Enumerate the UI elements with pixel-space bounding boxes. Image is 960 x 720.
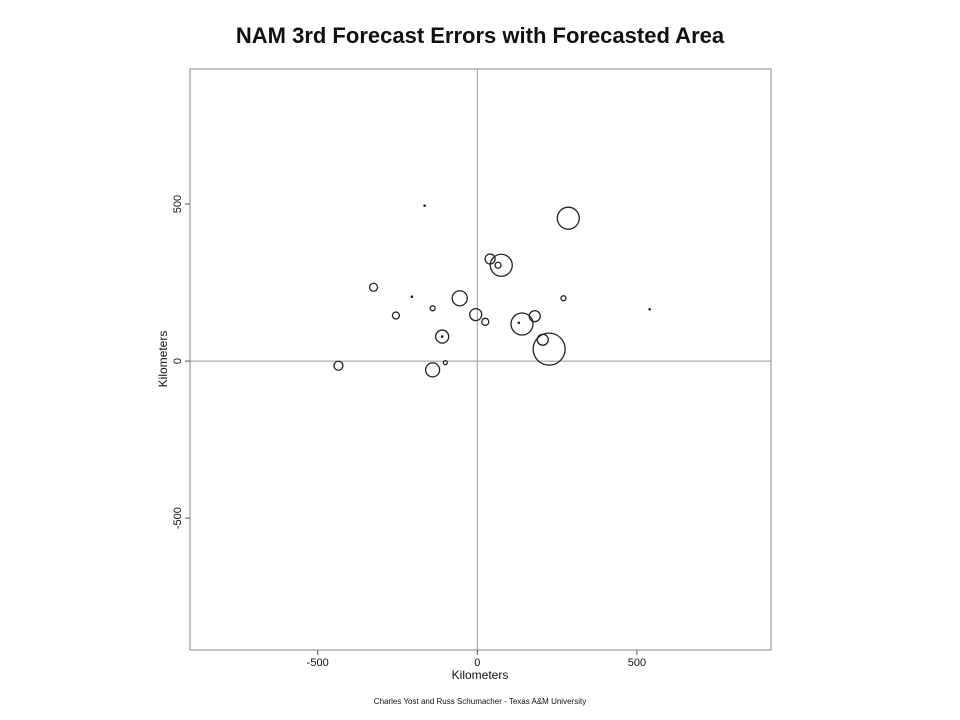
data-point xyxy=(517,321,521,325)
data-point xyxy=(536,333,549,346)
data-point xyxy=(440,335,444,338)
data-point xyxy=(391,311,401,320)
plot-frame xyxy=(189,68,772,651)
data-markers xyxy=(333,204,651,378)
data-point xyxy=(333,360,344,371)
reference-lines xyxy=(190,69,771,650)
y-tick-label: 500 xyxy=(172,195,184,213)
plot-border xyxy=(189,68,772,651)
y-axis-label: Kilometers xyxy=(156,331,170,388)
x-axis-label: Kilometers xyxy=(452,668,509,682)
y-tick-label: -500 xyxy=(172,507,184,529)
data-point xyxy=(648,307,651,311)
data-point xyxy=(481,317,490,326)
x-tick-label: 500 xyxy=(628,657,646,669)
data-point xyxy=(423,204,426,207)
data-point xyxy=(560,295,567,302)
data-point xyxy=(410,295,414,298)
data-point xyxy=(424,362,441,378)
axis-ticks: -500 0 500 500 0 -500 xyxy=(172,195,646,669)
data-point xyxy=(532,332,566,366)
data-point xyxy=(528,310,541,323)
data-point xyxy=(469,307,483,322)
data-point xyxy=(494,261,502,269)
data-point xyxy=(484,253,496,265)
data-point xyxy=(368,282,379,292)
x-tick-label: -500 xyxy=(307,657,329,669)
data-point xyxy=(451,290,468,307)
data-point xyxy=(489,253,513,277)
data-point xyxy=(510,312,534,336)
data-point xyxy=(556,206,580,230)
x-tick-label: 0 xyxy=(474,657,480,669)
data-point xyxy=(435,329,450,344)
credit-text: Charles Yost and Russ Schumacher - Texas… xyxy=(374,697,586,706)
data-point xyxy=(429,305,436,312)
chart-title: NAM 3rd Forecast Errors with Forecasted … xyxy=(236,23,725,48)
y-tick-label: 0 xyxy=(172,358,184,364)
data-point xyxy=(442,359,449,366)
